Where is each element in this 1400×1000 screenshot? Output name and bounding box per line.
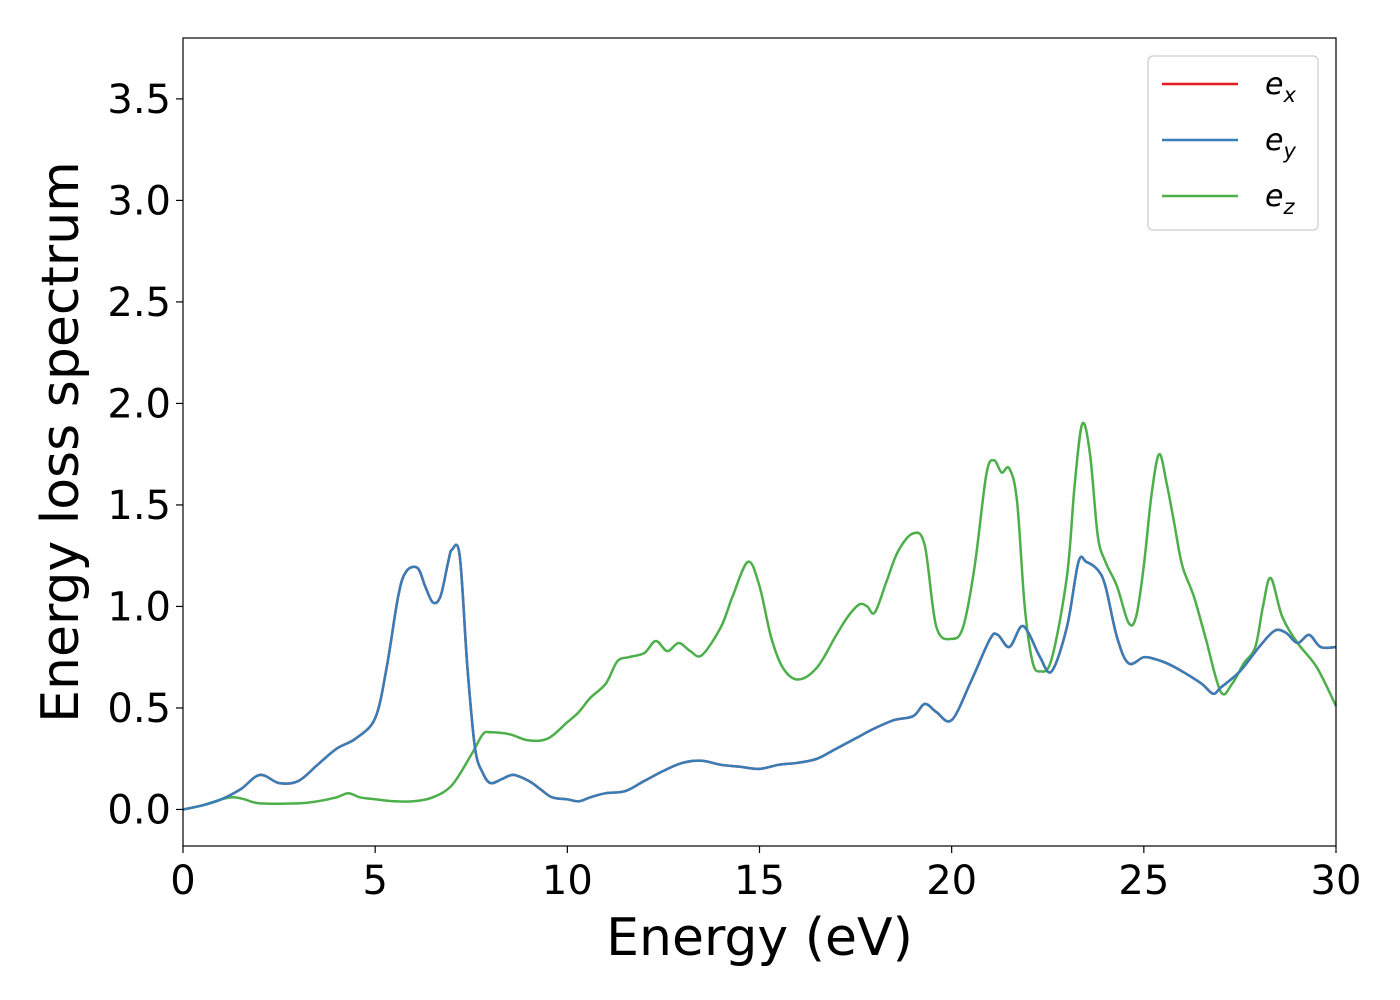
legend-label-x: ex [1265,67,1296,107]
x-tick-label: 25 [1118,858,1169,904]
legend-label-y: ey [1265,123,1296,163]
x-tick-label: 30 [1311,858,1362,904]
y-tick-label: 1.5 [107,483,171,529]
series-line-y [182,543,1337,811]
legend-label-z: ez [1265,179,1295,219]
y-tick-label: 3.5 [107,77,171,123]
y-tick-label: 1.0 [107,584,171,630]
y-tick-label: 0.5 [107,686,171,732]
x-axis-label: Energy (eV) [606,908,913,968]
y-tick-label: 2.5 [107,280,171,326]
x-tick-label: 5 [362,858,387,904]
legend-box [1147,55,1319,231]
series-layer [182,421,1338,811]
y-tick-label: 3.0 [107,178,171,224]
x-tick-label: 20 [926,858,977,904]
x-tick-label: 15 [734,858,785,904]
y-axis-label: Energy loss spectrum [31,161,91,723]
x-tick-label: 0 [170,858,195,904]
y-tick-label: 2.0 [107,381,171,427]
y-tick-label: 0.0 [107,787,171,833]
x-tick-label: 10 [542,858,593,904]
x-axis: 0 5 10 15 20 25 30 [170,846,1361,904]
series-line-z [182,421,1338,811]
legend: ex ey ez [1147,55,1319,231]
y-axis: 0.0 0.5 1.0 1.5 2.0 2.5 3.0 3.5 [107,77,183,833]
